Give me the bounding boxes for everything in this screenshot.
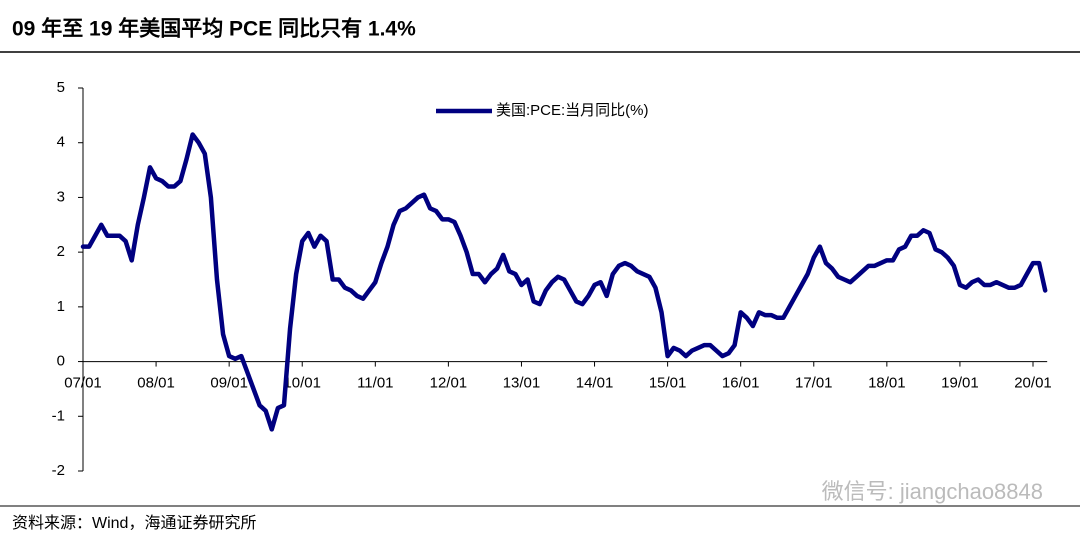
x-tick-label: 12/01	[430, 375, 468, 392]
x-tick-label: 13/01	[503, 375, 541, 392]
y-tick-label: 5	[57, 79, 65, 96]
y-tick-label: 3	[57, 188, 65, 205]
source-note: 资料来源：Wind，海通证券研究所	[12, 514, 256, 532]
x-tick-label: 10/01	[283, 375, 321, 392]
x-tick-label: 09/01	[210, 375, 248, 392]
x-tick-label: 19/01	[941, 375, 979, 392]
x-tick-label: 15/01	[649, 375, 687, 392]
y-tick-label: -2	[52, 462, 65, 479]
legend-label: 美国:PCE:当月同比(%)	[496, 102, 649, 119]
x-tick-label: 14/01	[576, 375, 614, 392]
y-tick-label: 4	[57, 134, 65, 151]
x-tick-label: 16/01	[722, 375, 760, 392]
x-tick-label: 11/01	[357, 375, 393, 392]
y-tick-label: -1	[52, 407, 65, 424]
y-tick-label: 0	[57, 353, 65, 370]
x-tick-label: 17/01	[795, 375, 833, 392]
chart-title: 09 年至 19 年美国平均 PCE 同比只有 1.4%	[12, 17, 416, 41]
x-tick-label: 07/01	[64, 375, 102, 392]
watermark: 微信号: jiangchao8848	[822, 479, 1043, 504]
x-tick-label: 08/01	[137, 375, 175, 392]
y-tick-label: 2	[57, 243, 65, 260]
y-tick-label: 1	[57, 298, 65, 315]
x-tick-label: 20/01	[1014, 375, 1052, 392]
x-tick-label: 18/01	[868, 375, 906, 392]
line-series	[80, 132, 1048, 432]
